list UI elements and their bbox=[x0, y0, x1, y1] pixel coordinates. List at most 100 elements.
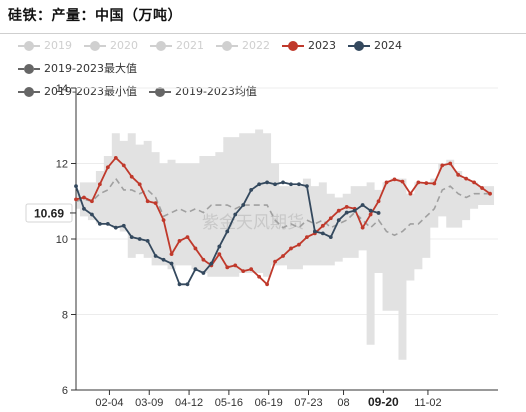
legend-marker-icon bbox=[282, 40, 304, 52]
data-point-2023 bbox=[408, 191, 413, 196]
data-point-2023 bbox=[281, 254, 285, 258]
legend-label: 2019 bbox=[44, 39, 72, 52]
data-point-2023 bbox=[328, 216, 333, 221]
data-point-2024 bbox=[336, 218, 341, 223]
range-band bbox=[76, 129, 495, 360]
legend-item-2023[interactable]: 2023 bbox=[282, 36, 336, 56]
data-point-2024 bbox=[360, 203, 365, 207]
data-point-2023 bbox=[113, 155, 118, 160]
data-point-2023 bbox=[225, 265, 230, 270]
data-point-2024 bbox=[273, 182, 277, 187]
data-point-2023 bbox=[161, 218, 166, 223]
legend-item-2022[interactable]: 2022 bbox=[216, 36, 270, 56]
data-point-2023 bbox=[82, 195, 86, 200]
data-point-2023 bbox=[193, 246, 198, 251]
data-point-2023 bbox=[448, 161, 453, 166]
data-point-2024 bbox=[145, 238, 150, 243]
data-point-2023 bbox=[320, 223, 325, 228]
x-tick-label: 08 bbox=[337, 397, 349, 409]
data-point-2023 bbox=[464, 176, 469, 181]
data-point-2023 bbox=[241, 269, 246, 273]
data-point-2024 bbox=[209, 261, 214, 266]
x-tick-label: 04-12 bbox=[175, 397, 203, 409]
data-point-2024 bbox=[344, 210, 349, 215]
data-point-2023 bbox=[177, 238, 182, 243]
y-tick-label: 10 bbox=[56, 234, 68, 246]
legend-marker-icon bbox=[18, 86, 40, 98]
x-tick-label: 09-20 bbox=[368, 395, 399, 409]
data-point-2024 bbox=[352, 208, 357, 213]
title-divider bbox=[0, 33, 526, 34]
data-point-2023 bbox=[90, 199, 94, 204]
data-point-2024 bbox=[249, 188, 254, 192]
data-point-2023 bbox=[392, 177, 397, 182]
x-tick-label: 05-16 bbox=[215, 397, 243, 409]
data-point-2024 bbox=[241, 203, 246, 207]
legend-item-2020[interactable]: 2020 bbox=[84, 36, 138, 56]
data-point-2024 bbox=[305, 184, 309, 189]
data-point-2023 bbox=[105, 165, 110, 170]
data-point-2024 bbox=[169, 261, 174, 266]
data-point-2023 bbox=[185, 235, 190, 240]
x-tick-label: 11-02 bbox=[414, 397, 441, 409]
legend-label: 2021 bbox=[176, 39, 204, 52]
data-point-2024 bbox=[217, 244, 222, 249]
legend-item-2019[interactable]: 2019 bbox=[18, 36, 72, 56]
legend-label: 2024 bbox=[374, 39, 402, 52]
data-point-2024 bbox=[281, 180, 285, 185]
data-point-2024 bbox=[257, 182, 262, 187]
data-point-2024 bbox=[328, 235, 333, 240]
legend-label: 2023 bbox=[308, 39, 336, 52]
data-point-2023 bbox=[145, 199, 150, 204]
y-tick-label: 12 bbox=[56, 159, 68, 171]
series-mean-line bbox=[75, 177, 491, 237]
x-tick-label: 03-09 bbox=[135, 397, 163, 409]
data-point-2023 bbox=[74, 197, 78, 202]
data-point-2024 bbox=[368, 208, 373, 213]
data-point-2024 bbox=[129, 235, 134, 240]
data-point-2023 bbox=[376, 199, 381, 204]
data-point-2024 bbox=[153, 254, 158, 258]
data-point-2023 bbox=[336, 208, 341, 213]
legend-item-2019-2023最大值[interactable]: 2019-2023最大值 bbox=[18, 59, 137, 79]
data-point-2024 bbox=[376, 211, 381, 215]
data-point-2023 bbox=[432, 181, 437, 186]
legend-item-2021[interactable]: 2021 bbox=[150, 36, 204, 56]
data-point-2023 bbox=[368, 212, 373, 217]
legend-marker-icon bbox=[150, 40, 172, 52]
watermark: 紫金天风期货 bbox=[202, 213, 304, 233]
data-point-2023 bbox=[289, 246, 293, 251]
data-point-2024 bbox=[74, 184, 78, 189]
data-point-2024 bbox=[82, 206, 86, 211]
data-point-2023 bbox=[488, 191, 492, 196]
data-point-2024 bbox=[297, 182, 301, 187]
legend-marker-icon bbox=[216, 40, 238, 52]
legend-label: 2020 bbox=[110, 39, 138, 52]
data-point-2023 bbox=[297, 242, 301, 247]
data-point-2023 bbox=[137, 182, 142, 187]
data-point-2024 bbox=[161, 257, 166, 262]
legend-label: 2019-2023最大值 bbox=[44, 62, 137, 75]
data-point-2023 bbox=[344, 205, 349, 209]
data-point-2023 bbox=[424, 181, 429, 186]
y-tick-label: 8 bbox=[62, 310, 68, 322]
data-point-2024 bbox=[233, 212, 238, 217]
data-point-2023 bbox=[217, 252, 222, 256]
x-tick-label: 07-23 bbox=[294, 397, 322, 409]
data-point-2024 bbox=[90, 212, 94, 217]
data-point-2024 bbox=[265, 180, 269, 185]
data-point-2023 bbox=[169, 252, 174, 256]
data-point-2024 bbox=[121, 223, 126, 228]
data-point-2023 bbox=[129, 174, 134, 179]
data-point-2024 bbox=[137, 237, 142, 241]
data-point-2023 bbox=[233, 263, 238, 268]
data-point-2023 bbox=[305, 235, 309, 240]
data-point-2023 bbox=[97, 182, 102, 187]
data-point-2023 bbox=[257, 274, 262, 279]
data-point-2023 bbox=[480, 186, 484, 190]
legend-item-2024[interactable]: 2024 bbox=[348, 36, 402, 56]
data-point-2023 bbox=[384, 180, 389, 185]
data-point-2024 bbox=[185, 282, 190, 287]
data-point-2024 bbox=[320, 231, 325, 236]
